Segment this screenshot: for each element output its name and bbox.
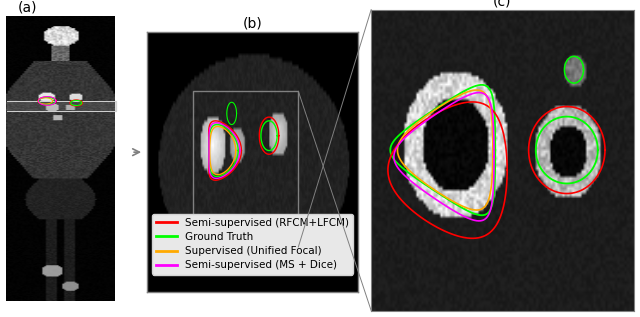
Legend: Semi-supervised (RFCM+LFCM), Ground Truth, Supervised (Unified Focal), Semi-supe: Semi-supervised (RFCM+LFCM), Ground Trut… [152, 214, 353, 275]
Title: (c): (c) [493, 0, 511, 8]
Polygon shape [7, 101, 116, 111]
Bar [193, 91, 298, 247]
Bar [6, 98, 122, 113]
Text: (a): (a) [18, 1, 37, 15]
Title: (b): (b) [243, 16, 262, 30]
